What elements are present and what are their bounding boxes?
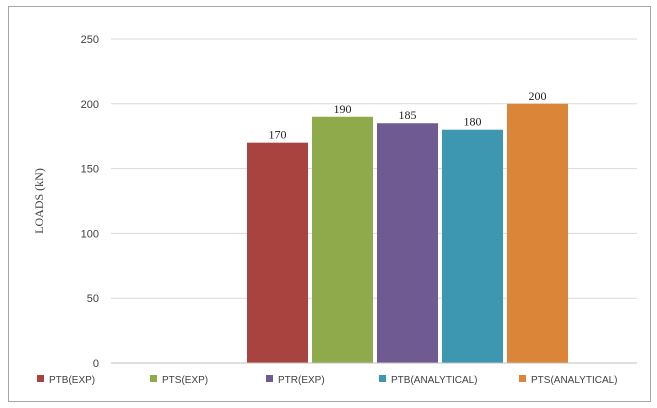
data-label: 170 xyxy=(269,128,287,142)
legend-swatch xyxy=(519,375,526,382)
data-label: 190 xyxy=(334,102,352,116)
y-tick-label: 50 xyxy=(87,293,99,305)
legend-label: PTS(EXP) xyxy=(162,375,208,386)
bar-pts-analytical xyxy=(507,103,568,364)
bar-pts-exp xyxy=(312,116,373,363)
legend-swatch xyxy=(379,375,386,382)
y-tick-label: 200 xyxy=(81,99,99,111)
legend-label: PTB(EXP) xyxy=(49,375,95,386)
legend-label: PTS(ANALYTICAL) xyxy=(531,375,618,386)
legend-swatch xyxy=(150,375,157,382)
legend-swatch xyxy=(37,375,44,382)
legend-label: PTB(ANALYTICAL) xyxy=(391,375,478,386)
bar-chart: 0 50 100 150 200 250 LOADS (kN) 170 190 185 180 2… xyxy=(32,34,637,386)
chart-frame: 0 50 100 150 200 250 LOADS (kN) 170 190 185 180 2… xyxy=(8,6,651,402)
y-tick-label: 150 xyxy=(81,164,99,176)
data-label: 180 xyxy=(464,115,482,129)
legend: PTB(EXP) PTS(EXP) PTR(EXP) PTB(ANALYTICAL) P… xyxy=(37,375,618,386)
y-axis-label: LOADS (kN) xyxy=(32,168,46,234)
y-axis-ticks: 0 50 100 150 200 250 xyxy=(81,34,99,370)
y-tick-label: 250 xyxy=(81,34,99,46)
bars xyxy=(247,103,568,364)
bar-ptb-analytical xyxy=(442,129,503,363)
y-tick-label: 0 xyxy=(93,358,99,370)
data-label: 185 xyxy=(399,108,417,122)
data-labels: 170 190 185 180 200 xyxy=(269,89,547,142)
y-tick-label: 100 xyxy=(81,228,99,240)
legend-swatch xyxy=(266,375,273,382)
data-label: 200 xyxy=(529,89,547,103)
legend-label: PTR(EXP) xyxy=(278,375,325,386)
bar-ptr-exp xyxy=(377,123,438,364)
bar-ptb-exp xyxy=(247,142,308,363)
